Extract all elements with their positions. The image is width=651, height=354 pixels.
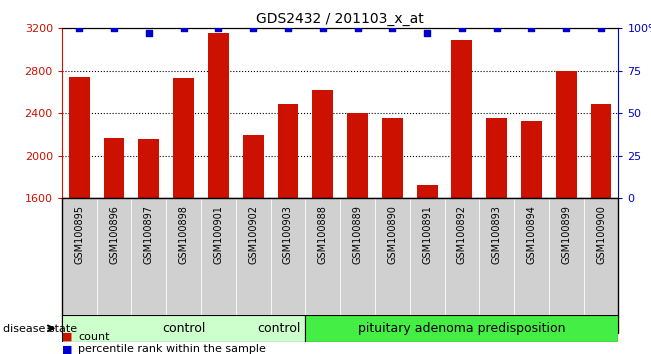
Text: GSM100902: GSM100902 — [248, 205, 258, 264]
Text: control: control — [258, 322, 301, 335]
Text: GSM100890: GSM100890 — [387, 205, 397, 264]
Bar — [62, 198, 96, 333]
Point — [213, 25, 223, 31]
Point — [596, 25, 606, 31]
Bar — [340, 198, 375, 333]
Bar — [277, 104, 298, 198]
Point — [178, 25, 189, 31]
Text: pituitary adenoma predisposition: pituitary adenoma predisposition — [358, 322, 566, 335]
Bar — [243, 135, 264, 198]
Point — [109, 25, 119, 31]
Text: control: control — [162, 322, 205, 335]
Bar — [556, 71, 577, 198]
Text: GSM100896: GSM100896 — [109, 205, 119, 264]
Bar — [271, 198, 305, 333]
Bar — [312, 90, 333, 198]
Bar — [486, 118, 507, 198]
Bar — [521, 121, 542, 198]
Bar — [584, 198, 618, 333]
Bar — [69, 77, 90, 198]
Point — [318, 25, 328, 31]
Bar — [305, 315, 618, 342]
Text: GSM100895: GSM100895 — [74, 205, 84, 264]
Text: GSM100893: GSM100893 — [492, 205, 502, 264]
Bar — [417, 185, 437, 198]
Bar — [590, 104, 611, 198]
Bar — [382, 118, 403, 198]
Text: GSM100901: GSM100901 — [214, 205, 223, 264]
Bar — [409, 198, 445, 333]
Text: GSM100898: GSM100898 — [178, 205, 189, 264]
Text: ■: ■ — [62, 344, 72, 354]
Point — [144, 30, 154, 36]
Point — [561, 25, 572, 31]
Bar — [451, 40, 473, 198]
Text: GSM100888: GSM100888 — [318, 205, 327, 264]
Bar — [104, 138, 124, 198]
Text: GSM100897: GSM100897 — [144, 205, 154, 264]
Bar — [173, 78, 194, 198]
Bar — [549, 198, 584, 333]
Bar — [514, 198, 549, 333]
Text: ■: ■ — [62, 332, 72, 342]
Text: GSM100891: GSM100891 — [422, 205, 432, 264]
Point — [283, 25, 293, 31]
Point — [74, 25, 85, 31]
Point — [248, 25, 258, 31]
Bar — [166, 198, 201, 333]
Bar — [62, 315, 305, 342]
Text: count: count — [78, 332, 109, 342]
Bar — [445, 198, 479, 333]
Bar — [201, 198, 236, 333]
Text: disease state: disease state — [3, 324, 77, 333]
Point — [457, 25, 467, 31]
Text: GSM100899: GSM100899 — [561, 205, 572, 264]
Text: GSM100889: GSM100889 — [353, 205, 363, 264]
Bar — [347, 113, 368, 198]
Bar — [139, 139, 159, 198]
Point — [352, 25, 363, 31]
Text: GSM100900: GSM100900 — [596, 205, 606, 264]
Text: GSM100892: GSM100892 — [457, 205, 467, 264]
Text: percentile rank within the sample: percentile rank within the sample — [78, 344, 266, 354]
Text: GSM100894: GSM100894 — [527, 205, 536, 264]
Text: GSM100903: GSM100903 — [283, 205, 293, 264]
Bar — [305, 198, 340, 333]
Title: GDS2432 / 201103_x_at: GDS2432 / 201103_x_at — [256, 12, 424, 26]
Bar — [479, 198, 514, 333]
Bar — [208, 33, 229, 198]
Point — [387, 25, 398, 31]
Bar — [132, 198, 166, 333]
Bar — [375, 198, 409, 333]
Point — [526, 25, 536, 31]
Point — [492, 25, 502, 31]
Bar — [236, 198, 271, 333]
Point — [422, 30, 432, 36]
Bar — [96, 198, 132, 333]
